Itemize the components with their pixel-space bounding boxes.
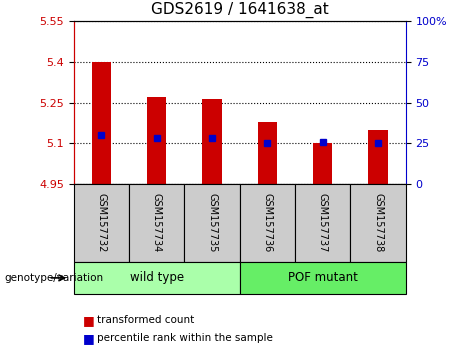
Bar — [368, 130, 388, 184]
Bar — [92, 62, 111, 184]
Text: genotype/variation: genotype/variation — [5, 273, 104, 283]
Bar — [240, 262, 406, 294]
Bar — [240, 184, 295, 262]
Text: GSM157737: GSM157737 — [318, 193, 328, 253]
Title: GDS2619 / 1641638_at: GDS2619 / 1641638_at — [151, 2, 329, 18]
Bar — [295, 184, 350, 262]
Bar — [129, 184, 184, 262]
Bar — [74, 184, 129, 262]
Bar — [258, 122, 277, 184]
Text: POF mutant: POF mutant — [288, 272, 358, 284]
Text: wild type: wild type — [130, 272, 184, 284]
Text: GSM157735: GSM157735 — [207, 193, 217, 253]
Text: ■: ■ — [83, 314, 95, 327]
Text: percentile rank within the sample: percentile rank within the sample — [97, 333, 273, 343]
Text: GSM157738: GSM157738 — [373, 193, 383, 253]
Text: GSM157732: GSM157732 — [96, 193, 106, 253]
Bar — [74, 262, 240, 294]
Text: GSM157736: GSM157736 — [262, 193, 272, 253]
Text: transformed count: transformed count — [97, 315, 194, 325]
Bar — [147, 97, 166, 184]
Text: GSM157734: GSM157734 — [152, 193, 162, 253]
Text: ■: ■ — [83, 332, 95, 344]
Bar — [184, 184, 240, 262]
Bar — [313, 143, 332, 184]
Bar — [202, 99, 222, 184]
Bar — [350, 184, 406, 262]
